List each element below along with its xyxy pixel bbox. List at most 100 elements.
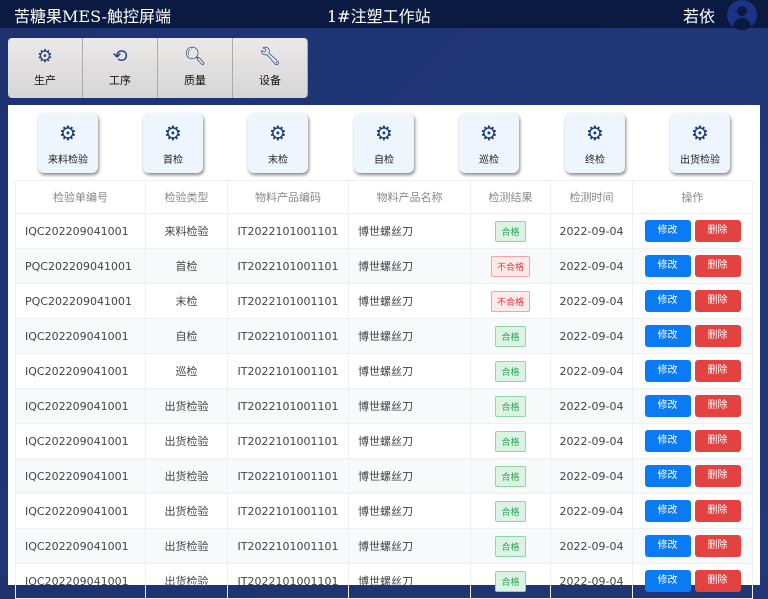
column-header: 操作: [632, 180, 753, 214]
delete-button[interactable]: 删除: [694, 535, 741, 557]
gears-icon: ⚙: [691, 121, 709, 145]
nav-label: 设备: [259, 74, 281, 87]
result-badge: 合格: [495, 395, 526, 417]
product-name: 博世螺丝刀: [348, 458, 471, 494]
product-code: IT2022101001101: [227, 283, 349, 319]
actions-cell: 修改 删除: [632, 353, 753, 389]
nav-label: 质量: [184, 74, 206, 87]
order-number: IQC202209041001: [15, 353, 146, 389]
column-header: 检测结果: [470, 180, 551, 214]
result-cell: 合格: [470, 423, 551, 459]
avatar-icon[interactable]: [727, 0, 757, 30]
category-button[interactable]: ⚙ 巡检: [459, 113, 519, 173]
edit-button[interactable]: 修改: [644, 535, 691, 557]
category-button[interactable]: ⚙ 来料检验: [38, 113, 98, 173]
inspection-type: 出货检验: [145, 423, 228, 459]
result-cell: 合格: [470, 213, 551, 249]
product-code: IT2022101001101: [227, 493, 349, 529]
actions-cell: 修改 删除: [632, 213, 753, 249]
delete-button[interactable]: 删除: [694, 290, 741, 312]
result-cell: 合格: [470, 493, 551, 529]
delete-button[interactable]: 删除: [694, 395, 741, 417]
gears-icon: ⚙: [36, 46, 54, 67]
delete-button[interactable]: 删除: [694, 325, 741, 347]
column-header: 物料产品编码: [227, 180, 349, 214]
column-header: 检验单编号: [15, 180, 146, 214]
result-cell: 不合格: [470, 248, 551, 284]
category-label: 末检: [268, 155, 288, 166]
edit-button[interactable]: 修改: [644, 570, 691, 592]
delete-button[interactable]: 删除: [694, 360, 741, 382]
product-name: 博世螺丝刀: [348, 563, 471, 599]
product-code: IT2022101001101: [227, 423, 349, 459]
order-number: IQC202209041001: [15, 528, 146, 564]
edit-button[interactable]: 修改: [644, 290, 691, 312]
product-name: 博世螺丝刀: [348, 213, 471, 249]
delete-button[interactable]: 删除: [694, 255, 741, 277]
edit-button[interactable]: 修改: [644, 325, 691, 347]
nav-process[interactable]: ⟲ 工序: [83, 38, 158, 98]
category-button[interactable]: ⚙ 出货检验: [670, 113, 730, 173]
category-button[interactable]: ⚙ 首检: [143, 113, 203, 173]
inspection-type: 出货检验: [145, 493, 228, 529]
order-number: IQC202209041001: [15, 213, 146, 249]
result-badge: 合格: [495, 500, 526, 522]
nav-production[interactable]: ⚙ 生产: [8, 38, 83, 98]
category-button[interactable]: ⚙ 末检: [248, 113, 308, 173]
content-panel: ⚙ 来料检验 ⚙ 首检 ⚙ 末检 ⚙ 自检 ⚙ 巡检 ⚙ 终检 ⚙ 出货检验 检验单编号 检验类型 物料产品编…: [8, 105, 760, 599]
edit-button[interactable]: 修改: [644, 255, 691, 277]
table-row: IQC202209041001 出货检验 IT2022101001101 博世螺…: [15, 528, 753, 564]
gears-icon: ⚙: [586, 121, 604, 145]
product-code: IT2022101001101: [227, 563, 349, 599]
result-badge: 合格: [495, 430, 526, 452]
delete-button[interactable]: 删除: [694, 220, 741, 242]
nav-equipment[interactable]: 🔧︎ 设备: [233, 38, 308, 98]
inspection-date: 2022-09-04: [550, 283, 633, 319]
order-number: IQC202209041001: [15, 493, 146, 529]
delete-button[interactable]: 删除: [694, 430, 741, 452]
category-button[interactable]: ⚙ 自检: [354, 113, 414, 173]
edit-button[interactable]: 修改: [644, 360, 691, 382]
edit-button[interactable]: 修改: [644, 465, 691, 487]
product-code: IT2022101001101: [227, 388, 349, 424]
column-header: 物料产品名称: [348, 180, 471, 214]
nav-quality[interactable]: 🔍︎ 质量: [158, 38, 233, 98]
edit-button[interactable]: 修改: [644, 500, 691, 522]
product-code: IT2022101001101: [227, 318, 349, 354]
delete-button[interactable]: 删除: [694, 465, 741, 487]
product-code: IT2022101001101: [227, 213, 349, 249]
actions-cell: 修改 删除: [632, 248, 753, 284]
table-row: IQC202209041001 巡检 IT2022101001101 博世螺丝刀…: [15, 353, 753, 389]
inspection-type: 出货检验: [145, 388, 228, 424]
order-number: IQC202209041001: [15, 318, 146, 354]
table-row: IQC202209041001 出货检验 IT2022101001101 博世螺…: [15, 388, 753, 424]
edit-button[interactable]: 修改: [644, 395, 691, 417]
column-header: 检验类型: [145, 180, 228, 214]
category-label: 首检: [163, 155, 183, 166]
inspection-date: 2022-09-04: [550, 458, 633, 494]
actions-cell: 修改 删除: [632, 493, 753, 529]
actions-cell: 修改 删除: [632, 318, 753, 354]
result-cell: 合格: [470, 353, 551, 389]
inspection-date: 2022-09-04: [550, 423, 633, 459]
table-row: IQC202209041001 出货检验 IT2022101001101 博世螺…: [15, 493, 753, 529]
edit-button[interactable]: 修改: [644, 430, 691, 452]
category-label: 出货检验: [680, 155, 720, 166]
inspection-type: 出货检验: [145, 563, 228, 599]
user-name[interactable]: 若依: [683, 7, 716, 26]
nav-label: 生产: [34, 74, 56, 87]
inspection-date: 2022-09-04: [550, 248, 633, 284]
actions-cell: 修改 删除: [632, 283, 753, 319]
delete-button[interactable]: 删除: [694, 570, 741, 592]
product-code: IT2022101001101: [227, 458, 349, 494]
order-number: PQC202209041001: [15, 283, 146, 319]
delete-button[interactable]: 删除: [694, 500, 741, 522]
station-name: 1#注塑工作站: [327, 7, 431, 26]
category-button[interactable]: ⚙ 终检: [565, 113, 625, 173]
order-number: IQC202209041001: [15, 563, 146, 599]
order-number: IQC202209041001: [15, 458, 146, 494]
inspection-date: 2022-09-04: [550, 563, 633, 599]
category-label: 终检: [585, 155, 605, 166]
edit-button[interactable]: 修改: [644, 220, 691, 242]
result-cell: 合格: [470, 528, 551, 564]
